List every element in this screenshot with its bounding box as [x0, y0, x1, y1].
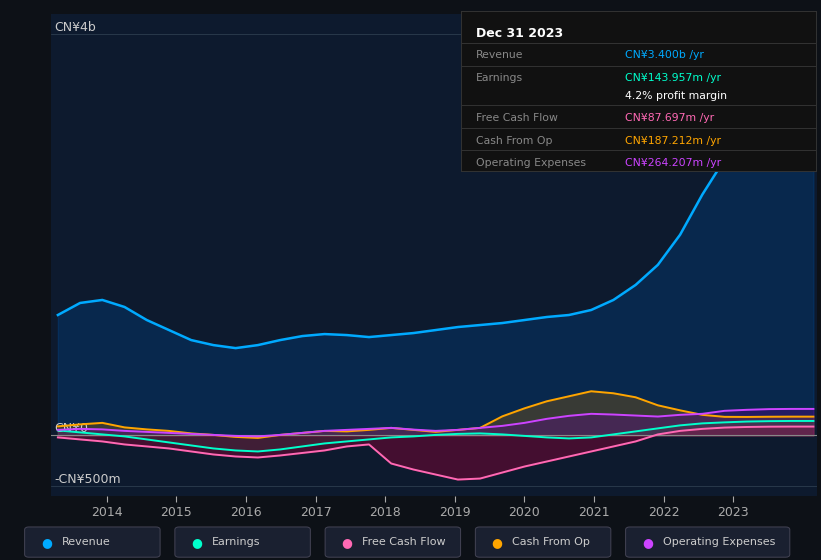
Text: CN¥0: CN¥0 — [54, 422, 89, 436]
Text: Free Cash Flow: Free Cash Flow — [362, 537, 446, 547]
Text: Cash From Op: Cash From Op — [512, 537, 590, 547]
Text: ●: ● — [642, 535, 653, 549]
Text: CN¥3.400b /yr: CN¥3.400b /yr — [625, 49, 704, 59]
Text: Earnings: Earnings — [475, 73, 523, 83]
Text: Operating Expenses: Operating Expenses — [663, 537, 775, 547]
Text: Revenue: Revenue — [475, 49, 523, 59]
Text: Cash From Op: Cash From Op — [475, 136, 552, 146]
Text: CN¥264.207m /yr: CN¥264.207m /yr — [625, 158, 721, 168]
Text: ●: ● — [492, 535, 502, 549]
Text: ●: ● — [41, 535, 52, 549]
Text: ●: ● — [191, 535, 202, 549]
Text: Dec 31 2023: Dec 31 2023 — [475, 27, 562, 40]
Text: CN¥143.957m /yr: CN¥143.957m /yr — [625, 73, 721, 83]
Text: Free Cash Flow: Free Cash Flow — [475, 113, 557, 123]
Text: Operating Expenses: Operating Expenses — [475, 158, 585, 168]
Text: CN¥4b: CN¥4b — [54, 21, 96, 34]
Text: 4.2% profit margin: 4.2% profit margin — [625, 91, 727, 101]
Text: CN¥187.212m /yr: CN¥187.212m /yr — [625, 136, 721, 146]
Text: Earnings: Earnings — [212, 537, 260, 547]
Text: -CN¥500m: -CN¥500m — [54, 473, 121, 486]
Text: Revenue: Revenue — [62, 537, 110, 547]
Text: CN¥87.697m /yr: CN¥87.697m /yr — [625, 113, 713, 123]
Text: ●: ● — [342, 535, 352, 549]
